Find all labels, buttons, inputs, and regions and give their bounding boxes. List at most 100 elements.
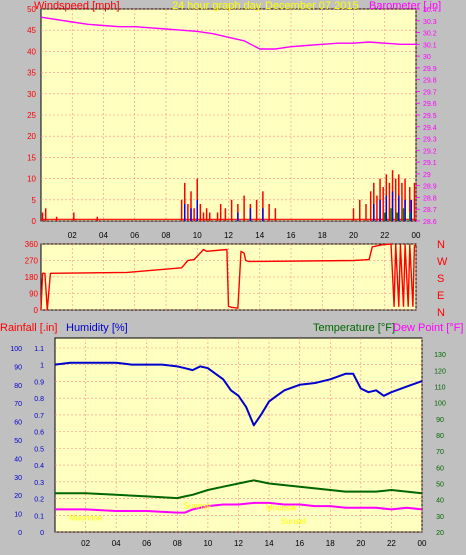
humidity-tick-label: 90 [14, 364, 22, 371]
temperature-tick-label: 20 [436, 530, 444, 537]
rainfall-tick-label: 0.8 [34, 396, 44, 403]
wind-x-tick-label: 00 [412, 231, 421, 240]
rainfall-tick-label: 0.6 [34, 430, 44, 437]
barometer-tick-label: 29.8 [423, 78, 437, 85]
wind-x-tick-label: 12 [224, 231, 233, 240]
humidity-tick-label: 0 [18, 530, 22, 537]
direction-tick-label: 180 [25, 273, 39, 282]
barometer-tick-label: 29 [423, 172, 431, 179]
direction-tick-label: 270 [25, 257, 39, 266]
humidity-line [54, 361, 423, 427]
lower-x-tick-label: 12 [234, 539, 243, 548]
humidity-tick-label: 40 [14, 456, 22, 463]
direction-tick-label: 0 [34, 306, 39, 315]
lower-x-tick-label: 16 [295, 539, 304, 548]
rainfall-tick-label: 0.9 [34, 379, 44, 386]
wind-x-tick-label: 18 [318, 231, 327, 240]
wind-x-tick-label: 20 [349, 231, 358, 240]
barometer-tick-label: 29.9 [423, 66, 437, 73]
rainfall-tick-label: 0.7 [34, 413, 44, 420]
sunset-label: Sunset [281, 517, 307, 526]
compass-e: E [437, 290, 444, 302]
windspeed-tick-label: 0 [32, 217, 37, 226]
humidity-tick-label: 80 [14, 383, 22, 390]
lower-x-tick-label: 20 [356, 539, 365, 548]
barometer-tick-label: 30.3 [423, 19, 437, 26]
rainfall-tick-label: 0.3 [34, 480, 44, 487]
temperature-tick-label: 50 [436, 482, 444, 489]
humidity-tick-label: 10 [14, 512, 22, 519]
direction-tick-label: 360 [25, 240, 39, 249]
temperature-tick-label: 120 [434, 368, 446, 375]
windspeed-tick-label: 35 [27, 69, 36, 78]
graph-date: December 07 2015 [265, 0, 359, 12]
compass-n-top: N [437, 239, 445, 251]
temperature-tick-label: 40 [436, 498, 444, 505]
wind-direction-line [40, 243, 417, 311]
wind-x-tick-label: 16 [287, 231, 296, 240]
wind-x-tick-label: 08 [162, 231, 171, 240]
barometer-tick-label: 29.2 [423, 148, 437, 155]
windspeed-tick-label: 15 [27, 153, 36, 162]
temperature-tick-label: 130 [434, 352, 446, 359]
humidity-tick-label: 100 [10, 346, 22, 353]
lower-x-tick-label: 00 [418, 539, 427, 548]
rainfall-tick-label: 0 [40, 530, 44, 537]
lower-x-tick-label: 08 [173, 539, 182, 548]
windspeed-tick-label: 50 [27, 5, 36, 14]
barometer-tick-label: 29.4 [423, 125, 437, 132]
barometer-axis-label: Barometer [.in] [369, 0, 441, 12]
temperature-tick-label: 110 [434, 385, 445, 392]
humidity-tick-label: 20 [14, 493, 22, 500]
windspeed-tick-label: 40 [27, 47, 36, 56]
temperature-tick-label: 100 [434, 401, 446, 408]
lower-x-tick-label: 02 [81, 539, 90, 548]
barometer-tick-label: 29.5 [423, 113, 437, 120]
temperature-tick-label: 30 [436, 514, 444, 521]
humidity-tick-label: 30 [14, 475, 22, 482]
windspeed-axis-label: Windspeed [mph] [34, 0, 120, 12]
barometer-tick-label: 28.9 [423, 184, 437, 191]
barometer-tick-label: 29.3 [423, 137, 437, 144]
windspeed-tick-label: 45 [27, 26, 36, 35]
temperature-tick-label: 90 [436, 417, 444, 424]
barometer-tick-label: 28.8 [423, 195, 437, 202]
barometer-tick-label: 30 [423, 54, 431, 61]
barometer-tick-label: 30.2 [423, 31, 437, 38]
moonset-label: Moonset [266, 504, 297, 513]
direction-tick-label: 90 [29, 290, 38, 299]
windspeed-tick-label: 10 [27, 175, 36, 184]
moonrise-label: Moonrise [69, 513, 102, 522]
barometer-tick-label: 29.7 [423, 89, 437, 96]
temperature-line [55, 479, 423, 500]
barometer-tick-label: 28.6 [423, 219, 437, 226]
wind-x-tick-label: 06 [130, 231, 139, 240]
barometer-tick-label: 30.1 [423, 42, 437, 49]
humidity-tick-label: 70 [14, 401, 22, 408]
lower-x-tick-label: 22 [387, 539, 396, 548]
temperature-tick-label: 60 [436, 465, 444, 472]
windspeed-tick-label: 30 [27, 90, 36, 99]
sunrise-label: Sunrise [184, 502, 212, 511]
rainfall-tick-label: 1 [40, 363, 44, 370]
lower-x-tick-label: 10 [203, 539, 212, 548]
dewpoint-line [55, 501, 423, 514]
windspeed-tick-label: 20 [27, 132, 36, 141]
rainfall-tick-label: 1.1 [34, 346, 44, 353]
barometer-tick-label: 30.4 [423, 7, 437, 14]
barometer-tick-label: 29.1 [423, 160, 437, 167]
windspeed-tick-label: 5 [32, 196, 37, 205]
lower-x-tick-label: 18 [326, 539, 335, 548]
temperature-tick-label: 80 [436, 433, 444, 440]
humidity-tick-label: 50 [14, 438, 22, 445]
wind-x-tick-label: 22 [380, 231, 389, 240]
temperature-axis-label: Temperature [°F] [313, 322, 395, 334]
rainfall-tick-label: 0.4 [34, 463, 44, 470]
barometer-tick-label: 28.7 [423, 207, 437, 214]
compass-w: W [437, 256, 448, 268]
lower-x-tick-label: 14 [265, 539, 274, 548]
temperature-tick-label: 70 [436, 449, 444, 456]
wind-x-tick-label: 10 [193, 231, 202, 240]
rainfall-axis-label: Rainfall [.in] [0, 322, 57, 334]
